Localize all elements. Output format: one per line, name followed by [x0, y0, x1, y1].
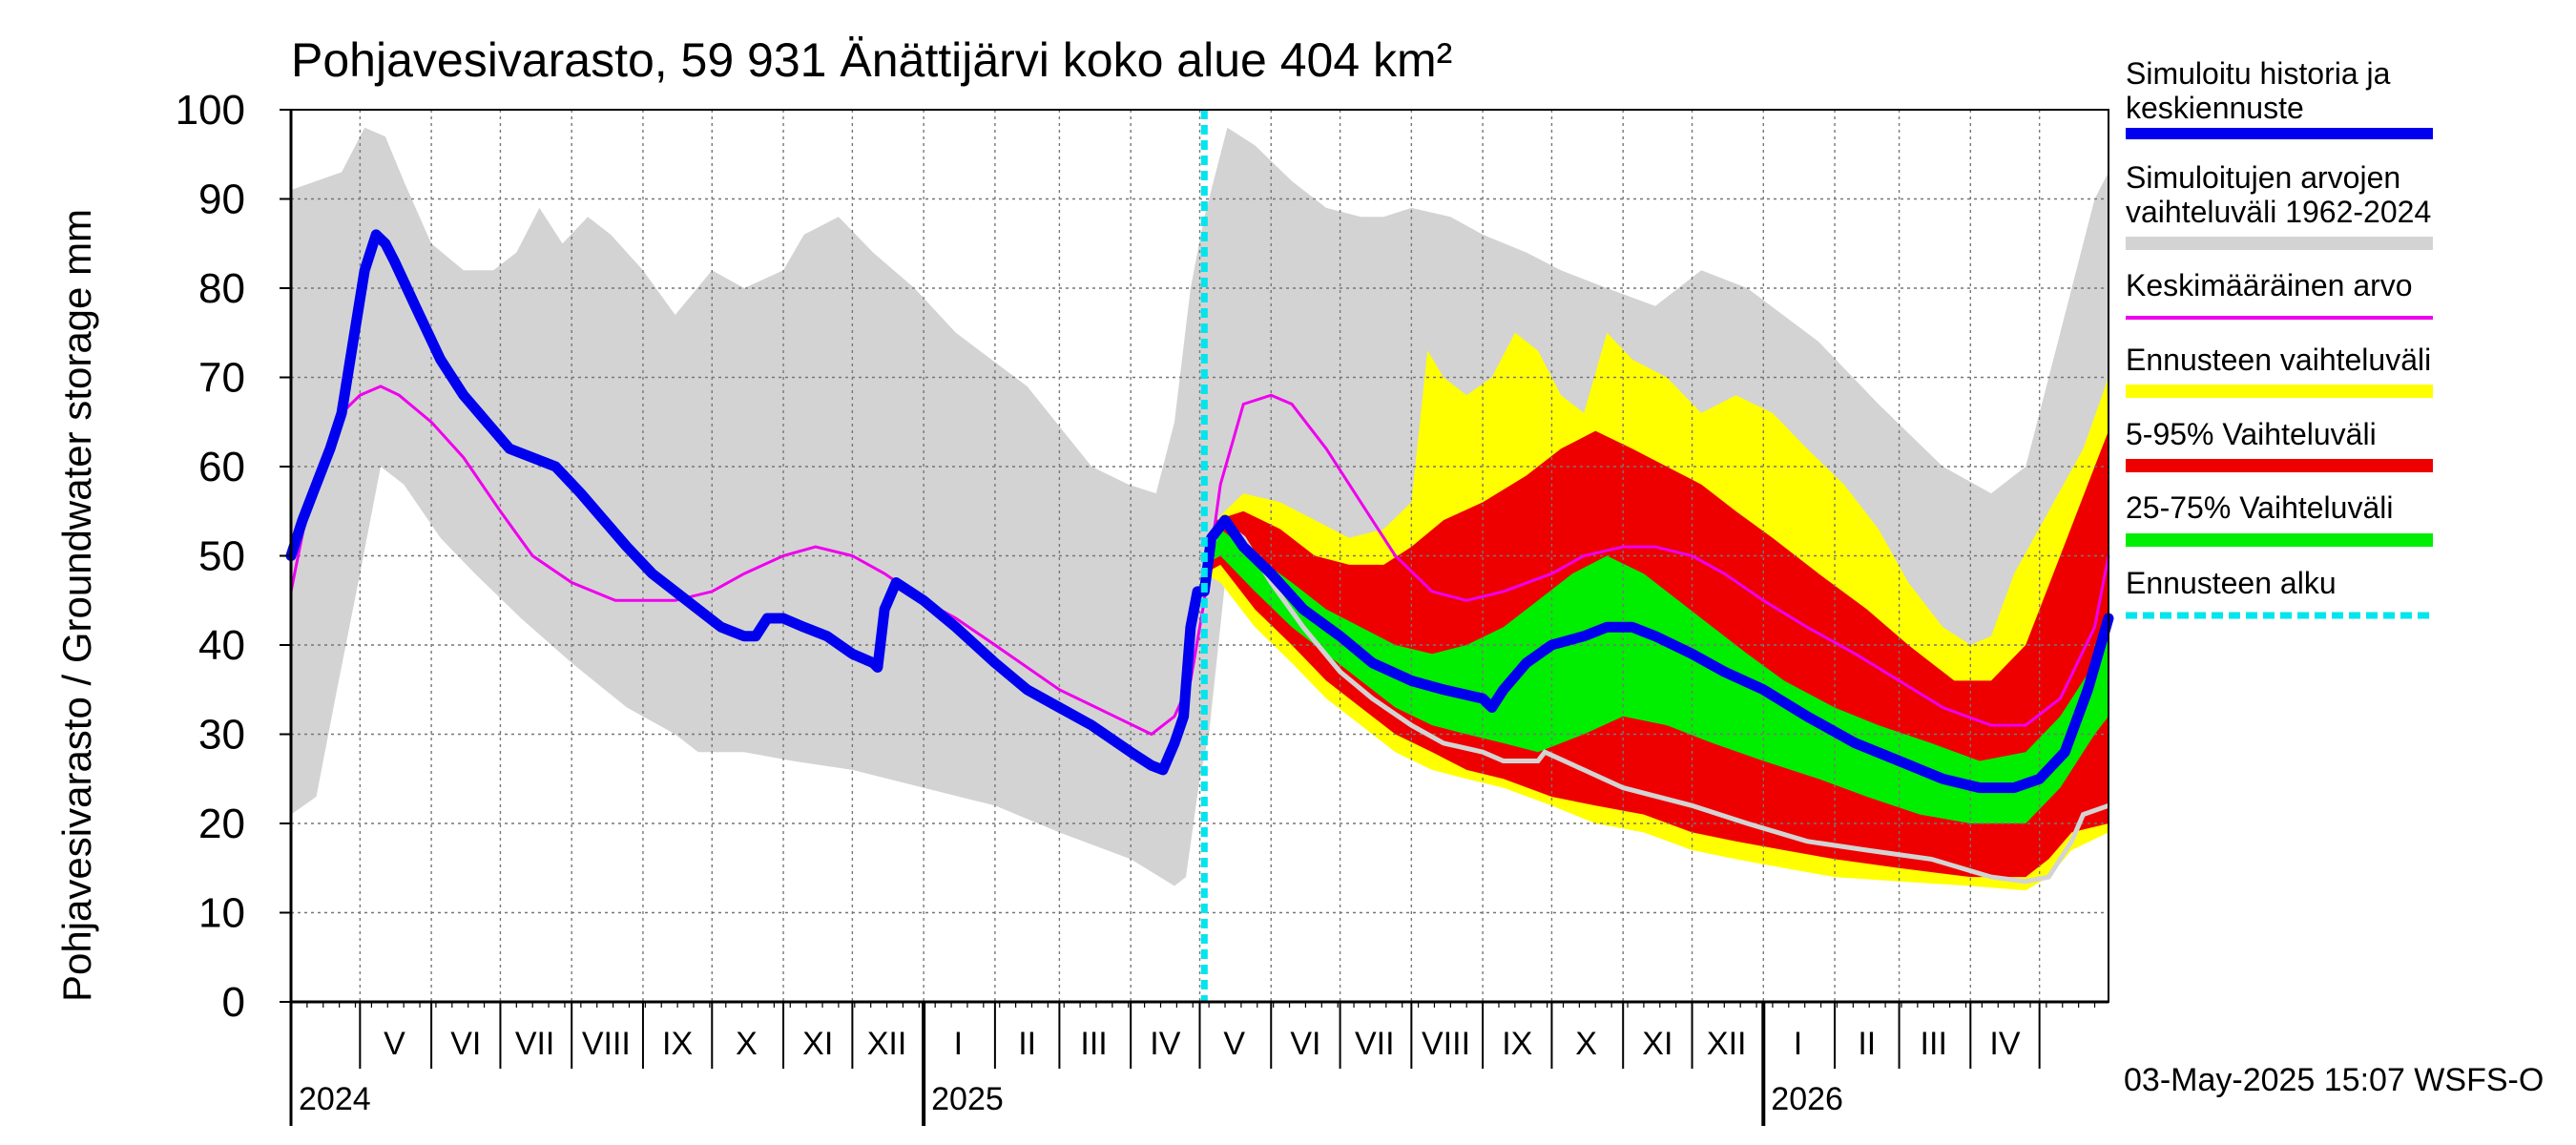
month-label: II [1018, 1026, 1036, 1062]
y-tick-label: 40 [198, 622, 245, 669]
scenario-min-line [1201, 515, 2109, 885]
month-label: XI [802, 1026, 833, 1062]
legend-label-p5_95: 5-95% Vaihteluväli [2126, 417, 2377, 451]
y-tick-label: 90 [198, 177, 245, 223]
y-tick-label: 30 [198, 712, 245, 759]
y-tick-label: 70 [198, 355, 245, 402]
legend-label-range: Simuloitujen arvojen [2126, 160, 2400, 195]
legend-label-mean: Keskimääräinen arvo [2126, 268, 2413, 302]
year-label: 2024 [299, 1081, 371, 1117]
area-layer [291, 127, 2109, 891]
legend-label-range: vaihteluväli 1962-2024 [2126, 195, 2431, 229]
month-label: XII [867, 1026, 907, 1062]
line-layer [285, 110, 2114, 1002]
month-label: IV [1989, 1026, 2020, 1062]
month-label: V [1223, 1026, 1245, 1062]
chart-title: Pohjavesivarasto, 59 931 Änättijärvi kok… [291, 33, 1452, 87]
year-label: 2026 [1771, 1081, 1843, 1117]
timestamp: 03-May-2025 15:07 WSFS-O [2124, 1062, 2544, 1098]
y-tick-label: 0 [222, 979, 245, 1026]
month-label: IX [662, 1026, 693, 1062]
legend-item-p5_95: 5-95% Vaihteluväli [2126, 417, 2433, 472]
month-label: X [1575, 1026, 1597, 1062]
month-label: I [954, 1026, 963, 1062]
legend: Simuloitu historia jakeskiennusteSimuloi… [2126, 56, 2433, 619]
legend-label-p25_75: 25-75% Vaihteluväli [2126, 490, 2393, 525]
month-label: VI [1290, 1026, 1320, 1062]
y-tick-label: 80 [198, 265, 245, 312]
month-label: X [736, 1026, 758, 1062]
legend-label-fc_range: Ennusteen vaihteluväli [2126, 343, 2431, 377]
legend-item-fc_range: Ennusteen vaihteluväli [2126, 343, 2433, 398]
month-label: V [384, 1026, 405, 1062]
year-label: 2025 [931, 1081, 1004, 1117]
legend-label-history: Simuloitu historia ja [2126, 56, 2391, 91]
month-label: VIII [582, 1026, 631, 1062]
month-label: I [1794, 1026, 1802, 1062]
month-label: III [1921, 1026, 1947, 1062]
y-tick-label: 60 [198, 444, 245, 490]
month-label: IX [1502, 1026, 1532, 1062]
month-label: IV [1150, 1026, 1180, 1062]
y-tick-label: 20 [198, 801, 245, 847]
month-label: VII [1355, 1026, 1395, 1062]
y-tick-label: 10 [198, 890, 245, 937]
y-tick-label: 50 [198, 533, 245, 580]
legend-label-history: keskiennuste [2126, 91, 2304, 125]
y-tick-label: 100 [176, 87, 245, 134]
y-axis-label: Pohjavesivarasto / Groundwater storage m… [54, 209, 99, 1002]
legend-item-mean: Keskimääräinen arvo [2126, 268, 2433, 320]
history-median-line [285, 229, 2114, 794]
month-label: VIII [1422, 1026, 1470, 1062]
month-label: II [1858, 1026, 1876, 1062]
month-label: VI [450, 1026, 481, 1062]
month-label: III [1080, 1026, 1107, 1062]
month-label: VII [515, 1026, 555, 1062]
legend-item-p25_75: 25-75% Vaihteluväli [2126, 490, 2433, 547]
legend-item-fc_start: Ennusteen alku [2126, 566, 2433, 619]
month-label: XI [1642, 1026, 1672, 1062]
month-label: XII [1707, 1026, 1747, 1062]
legend-label-fc_start: Ennusteen alku [2126, 566, 2337, 600]
